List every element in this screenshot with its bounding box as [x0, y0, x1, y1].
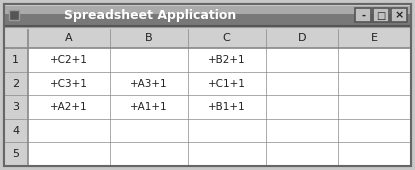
Bar	[338, 72, 411, 96]
Bar	[4, 28, 27, 48]
Text: +C1+1: +C1+1	[208, 79, 246, 89]
Text: +C3+1: +C3+1	[50, 79, 88, 89]
Text: 1: 1	[12, 55, 19, 65]
Bar	[391, 8, 407, 22]
Bar	[266, 96, 338, 119]
Bar	[4, 72, 27, 96]
Bar	[4, 4, 411, 14]
Text: Spreadsheet Application: Spreadsheet Application	[64, 9, 237, 22]
Bar	[27, 119, 110, 142]
Text: 4: 4	[12, 126, 20, 136]
Bar	[110, 48, 188, 72]
Text: +C2+1: +C2+1	[50, 55, 88, 65]
Bar	[27, 72, 110, 96]
Bar	[4, 28, 411, 48]
Text: B: B	[145, 33, 153, 43]
Text: 2: 2	[12, 79, 20, 89]
Bar	[266, 119, 338, 142]
Bar	[188, 142, 266, 166]
Text: 5: 5	[12, 149, 19, 159]
Text: +B2+1: +B2+1	[208, 55, 246, 65]
Bar	[4, 119, 27, 142]
Bar	[188, 48, 266, 72]
Bar	[27, 96, 110, 119]
Text: C: C	[223, 33, 231, 43]
Bar	[4, 48, 27, 72]
Bar	[4, 4, 411, 5]
Text: +A1+1: +A1+1	[130, 102, 168, 112]
Bar	[27, 48, 110, 72]
Bar	[110, 72, 188, 96]
Bar	[338, 119, 411, 142]
Bar	[110, 119, 188, 142]
Bar	[338, 96, 411, 119]
Text: □: □	[376, 11, 386, 21]
Text: A: A	[65, 33, 73, 43]
Bar	[4, 4, 411, 26]
Text: +A3+1: +A3+1	[130, 79, 168, 89]
Bar	[188, 119, 266, 142]
Text: +A2+1: +A2+1	[50, 102, 88, 112]
Text: -: -	[361, 11, 365, 21]
Bar	[188, 72, 266, 96]
Text: +B1+1: +B1+1	[208, 102, 246, 112]
Text: ×: ×	[394, 11, 404, 21]
Bar	[355, 8, 371, 22]
Bar	[27, 142, 110, 166]
Bar	[110, 96, 188, 119]
Text: E: E	[371, 33, 378, 43]
Bar	[373, 8, 389, 22]
Bar	[4, 96, 27, 119]
Bar	[266, 142, 338, 166]
Bar	[188, 96, 266, 119]
Bar	[338, 142, 411, 166]
Bar	[9, 10, 19, 20]
Bar	[266, 48, 338, 72]
Bar	[110, 142, 188, 166]
Bar	[4, 142, 27, 166]
Text: D: D	[298, 33, 306, 43]
Text: 3: 3	[12, 102, 19, 112]
Bar	[338, 48, 411, 72]
Bar	[266, 72, 338, 96]
